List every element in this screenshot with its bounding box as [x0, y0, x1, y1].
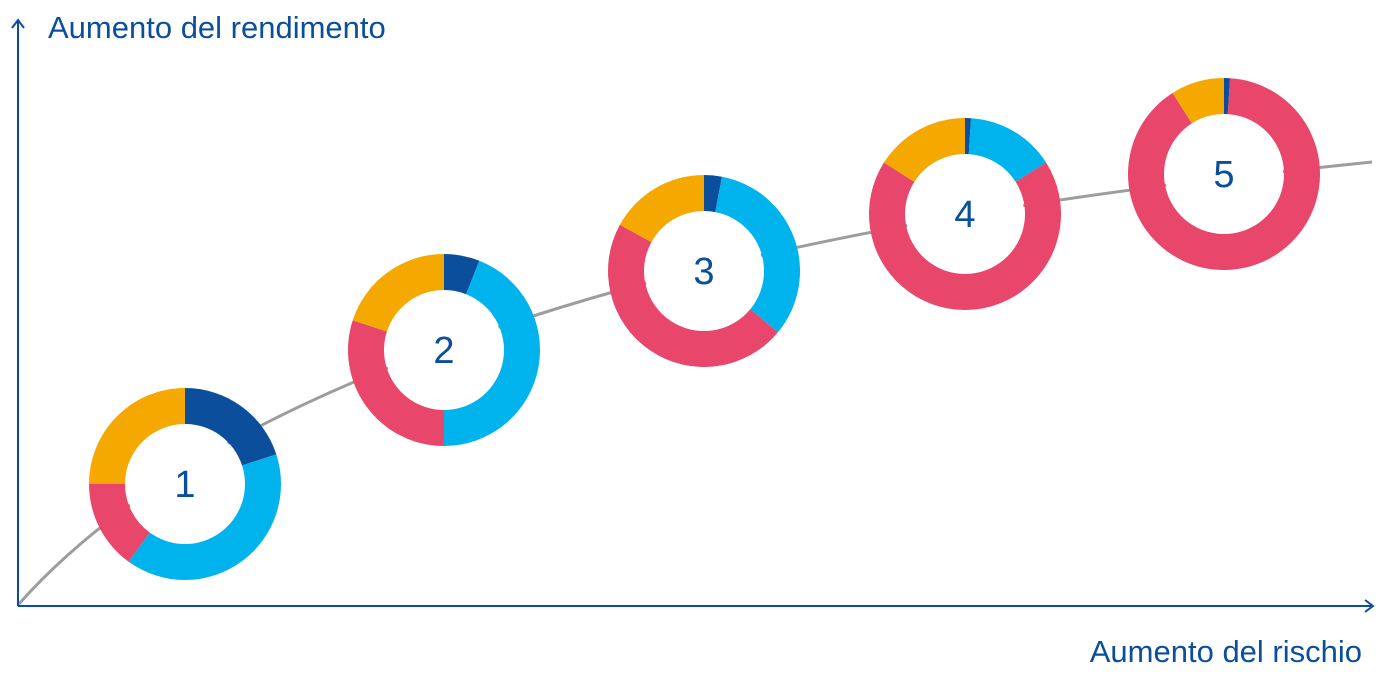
x-axis-title: Aumento del rischio — [1090, 634, 1362, 669]
donut-portfolio-3: 3 — [608, 175, 800, 367]
donut-portfolio-4: 4 — [869, 118, 1061, 310]
donut-label-5: 5 — [1213, 154, 1234, 196]
donut-portfolio-5: 5 — [1128, 78, 1320, 270]
y-axis-title: Aumento del rendimento — [48, 10, 386, 45]
donut-label-1: 1 — [174, 464, 195, 506]
donut-portfolio-2: 2 — [348, 254, 540, 446]
donut-group: 1 2 3 4 5 — [89, 78, 1320, 580]
donut-label-3: 3 — [693, 251, 714, 293]
donut-label-4: 4 — [954, 194, 975, 236]
donut-label-2: 2 — [433, 330, 454, 372]
donut-portfolio-1: 1 — [89, 388, 281, 580]
